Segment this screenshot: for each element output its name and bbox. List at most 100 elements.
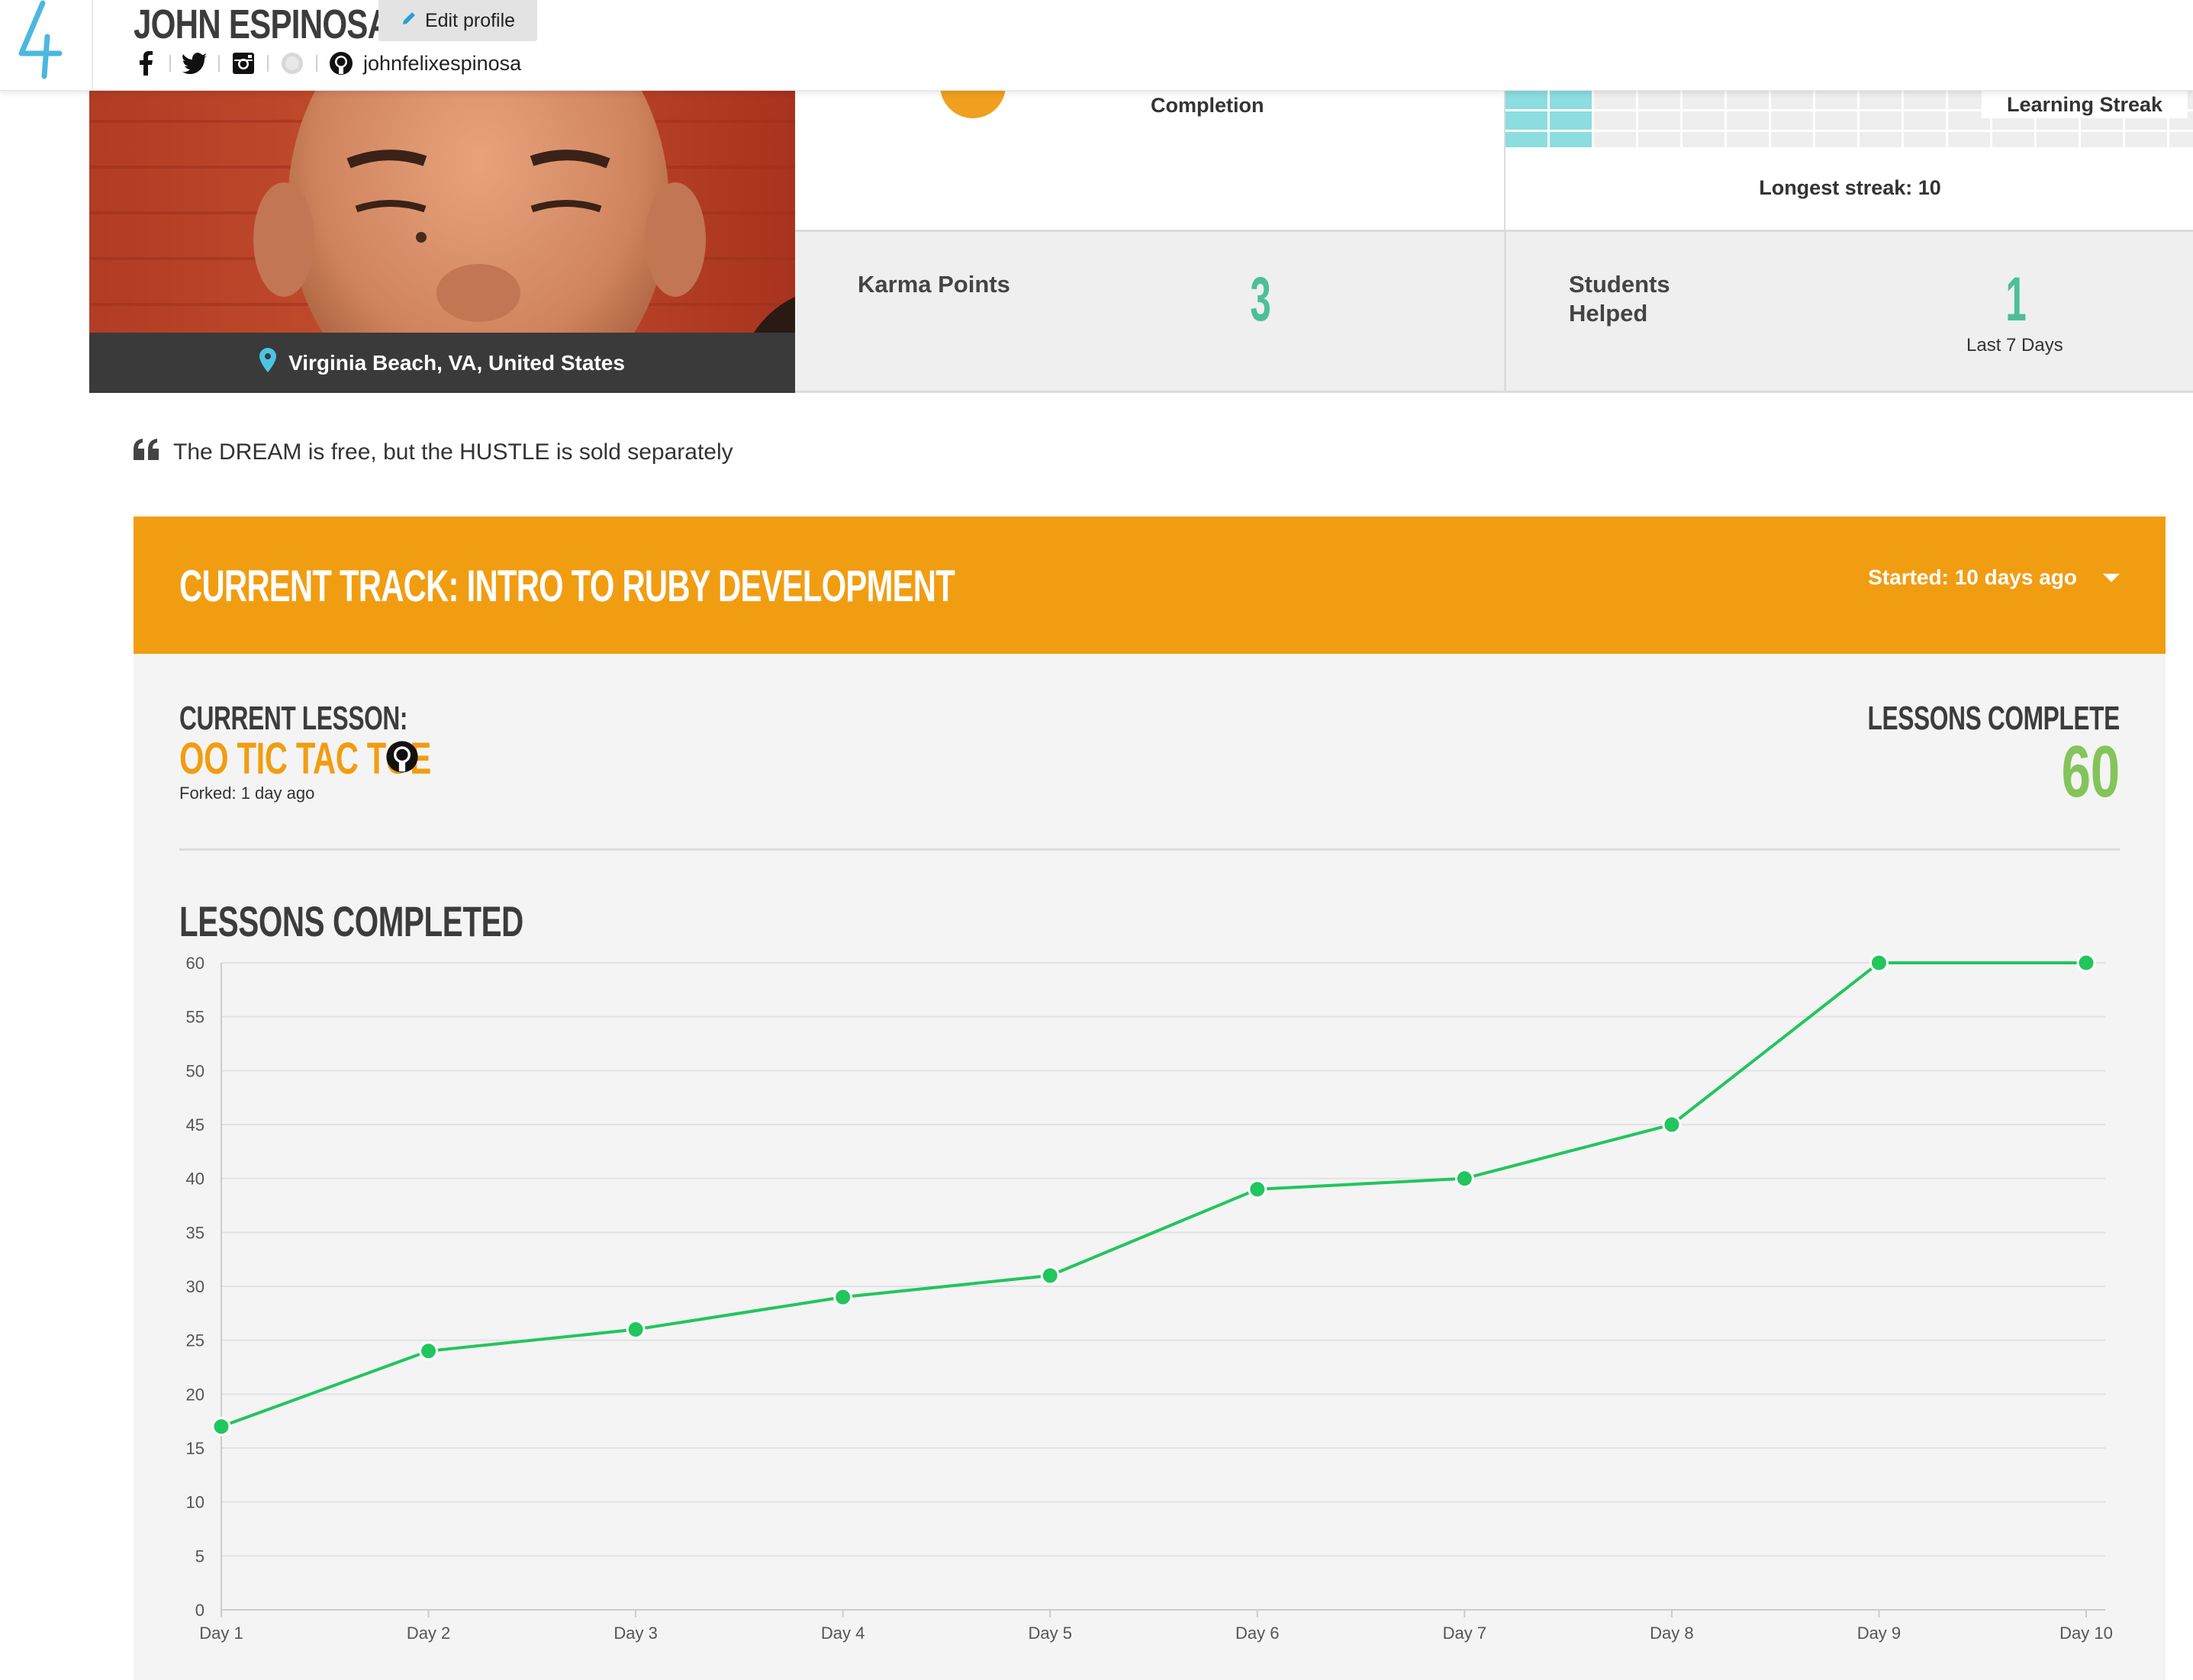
streak-day	[1948, 132, 1990, 147]
location-text: Virginia Beach, VA, United States	[288, 350, 625, 375]
streak-day	[1860, 132, 1902, 147]
streak-day	[1860, 91, 1902, 109]
streak-day	[1638, 111, 1680, 130]
streak-day	[1683, 91, 1724, 109]
chart-title: LESSONS COMPLETED	[179, 897, 523, 945]
streak-day	[1727, 111, 1769, 130]
streak-day	[1815, 91, 1857, 109]
students-helped-period: Last 7 Days	[1966, 335, 2063, 356]
x-tick-label: Day 1	[199, 1624, 243, 1643]
streak-day	[1727, 132, 1769, 147]
streak-day	[1594, 132, 1636, 147]
location-pin-icon	[259, 348, 277, 378]
karma-value: 3	[1250, 265, 1271, 334]
students-helped-value: 1	[2005, 265, 2027, 334]
social-divider	[169, 55, 171, 72]
y-tick-label: 35	[186, 1223, 204, 1242]
data-point[interactable]	[626, 1320, 646, 1340]
github-icon[interactable]	[385, 740, 419, 777]
profile-header: JOHN ESPINOSA Edit profile johnfelixespi…	[0, 0, 2193, 91]
track-title: CURRENT TRACK: INTRO TO RUBY DEVELOPMENT	[179, 562, 955, 611]
streak-day-active	[1505, 111, 1547, 130]
current-track-header[interactable]: CURRENT TRACK: INTRO TO RUBY DEVELOPMENT…	[134, 517, 2166, 654]
lessons-completed-chart: 0 5 10 15 20 25 30 35 40 45 50 55 60 Day 1 Day 2 Day 3 D…	[186, 953, 2113, 1643]
streak-day	[1638, 132, 1680, 147]
streak-day-active	[1550, 91, 1592, 109]
x-tick-label: Day 10	[2059, 1624, 2113, 1643]
track-started-dropdown[interactable]: Started: 10 days ago	[1868, 565, 2120, 590]
data-point[interactable]	[1040, 1266, 1060, 1286]
x-tick-label: Day 5	[1028, 1624, 1071, 1643]
track-started-text: Started: 10 days ago	[1868, 565, 2077, 589]
y-tick-label: 0	[195, 1601, 204, 1620]
social-links: johnfelixespinosa	[131, 47, 521, 79]
x-tick-label: Day 3	[613, 1624, 657, 1643]
edit-profile-button[interactable]: Edit profile	[378, 0, 537, 41]
data-point[interactable]	[1454, 1169, 1474, 1189]
social-divider	[218, 55, 220, 72]
completion-stat: Completion	[795, 53, 1504, 230]
karma-label: Karma Points	[858, 271, 1010, 298]
lessons-complete-label: LESSONS COMPLETE	[1867, 700, 2121, 737]
data-point[interactable]	[211, 1417, 231, 1437]
streak-day-active	[1505, 91, 1547, 109]
y-tick-label: 20	[186, 1385, 204, 1404]
github-username-link[interactable]: johnfelixespinosa	[363, 51, 522, 75]
x-tick-label: Day 4	[821, 1624, 865, 1643]
y-tick-label: 60	[186, 954, 204, 973]
facebook-icon[interactable]	[131, 49, 160, 78]
y-tick-label: 10	[186, 1493, 204, 1512]
pencil-icon	[401, 10, 417, 32]
streak-day	[1992, 132, 2034, 147]
streak-day	[1815, 132, 1857, 147]
streak-day-active	[1505, 132, 1547, 147]
y-tick-label: 40	[186, 1170, 204, 1189]
forked-time: Forked: 1 day ago	[179, 784, 315, 803]
y-tick-label: 45	[186, 1115, 204, 1134]
completion-label: Completion	[1151, 94, 1264, 117]
x-tick-label: Day 9	[1857, 1624, 1901, 1643]
streak-day	[1904, 91, 1946, 109]
site-logo[interactable]	[0, 0, 93, 91]
y-tick-label: 25	[186, 1331, 204, 1350]
streak-day	[2081, 132, 2123, 147]
learning-streak-stat: Learning Streak Longest streak: 10	[1504, 91, 2193, 230]
quote-text: The DREAM is free, but the HUSTLE is sol…	[173, 439, 733, 465]
github-icon[interactable]	[327, 49, 356, 78]
streak-day	[1904, 111, 1946, 130]
user-name: JOHN ESPINOSA	[134, 2, 391, 47]
streak-day	[1904, 132, 1946, 147]
caret-down-icon	[2103, 573, 2120, 582]
data-point[interactable]	[1662, 1115, 1682, 1134]
data-point[interactable]	[419, 1341, 439, 1361]
lightning-logo-icon	[18, 0, 63, 79]
social-divider	[267, 55, 269, 72]
data-point[interactable]	[2076, 953, 2096, 973]
streak-day	[1683, 132, 1724, 147]
data-point[interactable]	[1869, 953, 1889, 973]
globe-icon[interactable]	[278, 49, 307, 78]
streak-day	[1815, 111, 1857, 130]
x-tick-label: Day 6	[1235, 1624, 1279, 1643]
section-divider	[179, 848, 2120, 851]
streak-day	[2169, 132, 2193, 147]
streak-day	[2037, 132, 2079, 147]
quote-icon	[134, 439, 159, 466]
data-point[interactable]	[833, 1287, 853, 1307]
karma-stat: Karma Points 3	[795, 230, 1504, 393]
streak-day	[1771, 132, 1813, 147]
current-track-body: CURRENT LESSON: OO TIC TAC TOE Forked: 1…	[134, 654, 2166, 1680]
instagram-icon[interactable]	[229, 49, 258, 78]
x-tick-label: Day 7	[1443, 1624, 1486, 1643]
series-line	[221, 961, 2086, 1428]
streak-day	[1638, 91, 1680, 109]
y-tick-label: 30	[186, 1277, 204, 1296]
edit-profile-label: Edit profile	[424, 9, 516, 31]
social-divider	[316, 55, 317, 72]
x-tick-label: Day 2	[407, 1624, 450, 1643]
streak-day	[1860, 111, 1902, 130]
data-point[interactable]	[1248, 1180, 1267, 1199]
students-helped-label: Students Helped	[1569, 271, 1670, 327]
streak-label: Learning Streak	[1982, 91, 2188, 118]
twitter-icon[interactable]	[180, 49, 209, 78]
